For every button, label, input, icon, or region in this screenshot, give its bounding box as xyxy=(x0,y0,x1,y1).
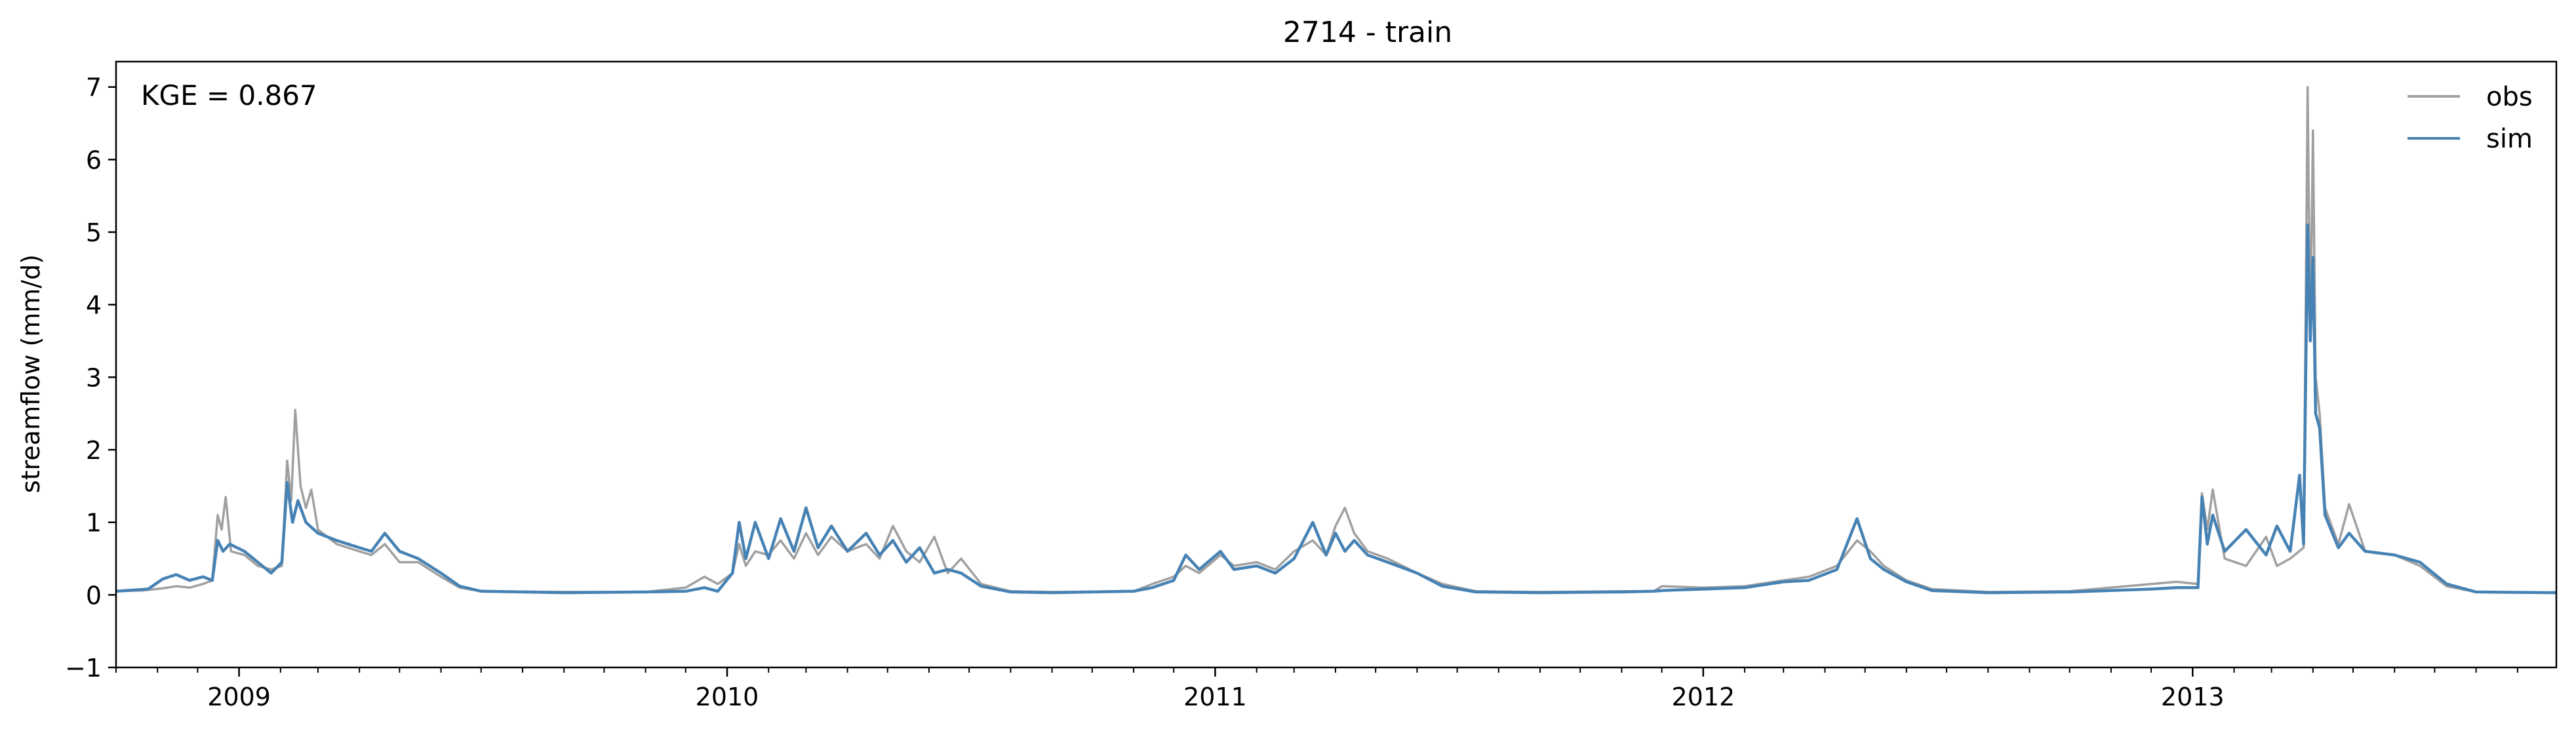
y-axis-label: streamflow (mm/d) xyxy=(16,254,45,493)
x-tick-label: 2011 xyxy=(1183,683,1247,711)
y-axis: −1 0 1 2 3 4 5 6 7 xyxy=(65,73,116,683)
legend-label-sim: sim xyxy=(2486,124,2533,154)
y-tick-label: 5 xyxy=(86,218,102,247)
y-tick-label: 7 xyxy=(86,73,102,102)
x-tick-label: 2009 xyxy=(207,683,271,711)
y-tick-label: 2 xyxy=(86,436,102,465)
y-tick-label: 3 xyxy=(86,363,102,392)
y-tick-label: 1 xyxy=(86,509,102,538)
x-axis: 2009 2010 2011 2012 2013 xyxy=(115,667,2518,711)
y-tick-label: 4 xyxy=(86,291,102,320)
series-line-obs xyxy=(115,85,2557,594)
x-tick-label: 2013 xyxy=(2161,683,2225,711)
plot-frame xyxy=(115,60,2558,669)
legend: obs sim xyxy=(2408,82,2533,154)
series-line-sim xyxy=(115,223,2557,595)
kge-annotation: KGE = 0.867 xyxy=(141,79,317,111)
legend-label-obs: obs xyxy=(2486,82,2533,112)
x-tick-label: 2012 xyxy=(1671,683,1735,711)
x-tick-label: 2010 xyxy=(696,683,759,711)
y-tick-label: 6 xyxy=(86,146,102,174)
y-tick-label: 0 xyxy=(86,581,102,610)
plot-area xyxy=(115,85,2557,595)
y-tick-label: −1 xyxy=(65,654,102,683)
series-layer xyxy=(115,85,2557,595)
chart-title: 2714 - train xyxy=(1283,16,1452,49)
